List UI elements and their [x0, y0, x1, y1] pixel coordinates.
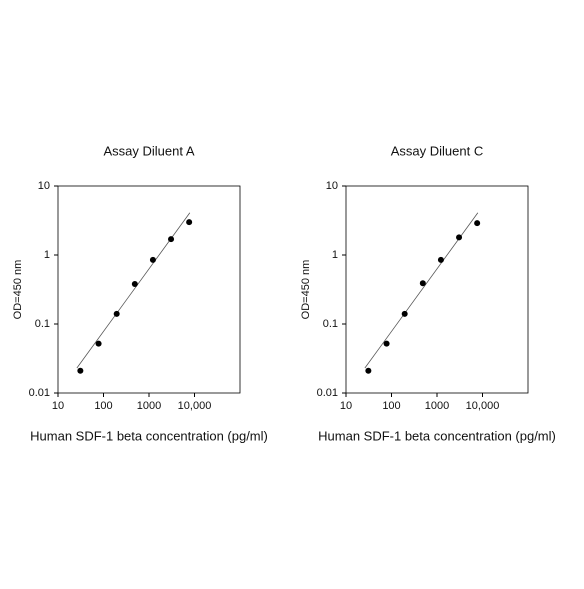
y-tick-label: 0.01 [29, 387, 50, 399]
chart-title: Assay Diluent A [103, 143, 194, 158]
data-point [186, 219, 193, 226]
y-tick-label: 1 [44, 249, 50, 261]
data-point [168, 236, 175, 243]
y-tick-label: 0.1 [35, 318, 50, 330]
x-axis-label: Human SDF-1 beta concentration (pg/ml) [318, 428, 556, 443]
data-point [456, 234, 463, 241]
x-axis-label: Human SDF-1 beta concentration (pg/ml) [30, 428, 268, 443]
data-point [383, 340, 390, 347]
data-point [77, 367, 84, 374]
x-tick-label: 100 [94, 400, 112, 412]
data-point [401, 310, 408, 317]
y-tick-label: 10 [326, 180, 338, 192]
data-point [419, 280, 426, 287]
y-axis-label: OD=450 nm [300, 260, 312, 320]
x-tick-label: 10 [340, 400, 352, 412]
chart-title: Assay Diluent C [391, 143, 483, 158]
y-axis-label: OD=450 nm [12, 260, 24, 320]
data-point [365, 367, 372, 374]
x-tick-label: 1000 [425, 400, 449, 412]
x-tick-label: 100 [382, 400, 400, 412]
y-tick-label: 1 [332, 249, 338, 261]
y-tick-label: 10 [38, 180, 50, 192]
x-tick-label: 10,000 [466, 400, 500, 412]
y-tick-label: 0.01 [317, 387, 338, 399]
y-tick-label: 0.1 [323, 318, 338, 330]
data-point [149, 256, 156, 263]
trendline [76, 212, 191, 369]
data-point [113, 310, 120, 317]
data-point [131, 280, 138, 287]
data-point [474, 220, 481, 227]
data-point [95, 340, 102, 347]
plot-frame [57, 185, 241, 394]
x-tick-label: 1000 [137, 400, 161, 412]
x-tick-label: 10 [52, 400, 64, 412]
plot-frame [345, 185, 529, 394]
data-point [437, 256, 444, 263]
x-tick-label: 10,000 [178, 400, 212, 412]
